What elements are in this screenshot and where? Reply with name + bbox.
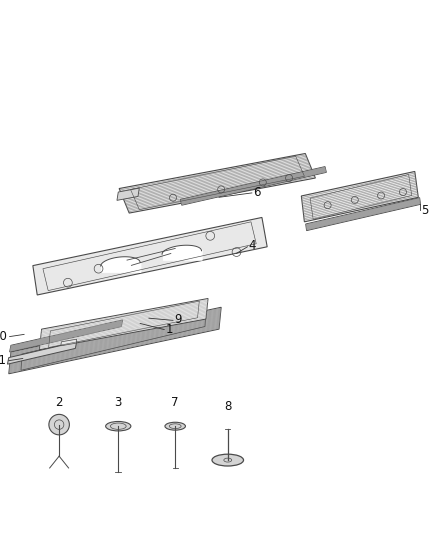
- Text: 11: 11: [0, 354, 7, 367]
- Text: 1: 1: [166, 323, 173, 336]
- Ellipse shape: [106, 422, 131, 431]
- Ellipse shape: [212, 454, 244, 466]
- Text: 5: 5: [421, 204, 429, 217]
- Text: 4: 4: [249, 239, 256, 253]
- Polygon shape: [119, 154, 315, 213]
- Polygon shape: [180, 167, 326, 205]
- Text: 7: 7: [171, 396, 179, 409]
- Text: 6: 6: [253, 185, 261, 198]
- Polygon shape: [10, 320, 123, 352]
- Text: 3: 3: [115, 396, 122, 409]
- Polygon shape: [39, 298, 208, 350]
- Polygon shape: [306, 198, 420, 231]
- Ellipse shape: [165, 422, 185, 430]
- Polygon shape: [33, 217, 267, 295]
- Polygon shape: [9, 307, 221, 374]
- Text: 10: 10: [0, 330, 8, 343]
- Polygon shape: [61, 339, 77, 346]
- Text: 9: 9: [174, 313, 182, 326]
- Polygon shape: [7, 342, 77, 364]
- Polygon shape: [301, 172, 418, 222]
- Polygon shape: [117, 188, 139, 200]
- Text: 8: 8: [224, 400, 231, 413]
- Text: 2: 2: [55, 396, 63, 409]
- Circle shape: [49, 414, 69, 435]
